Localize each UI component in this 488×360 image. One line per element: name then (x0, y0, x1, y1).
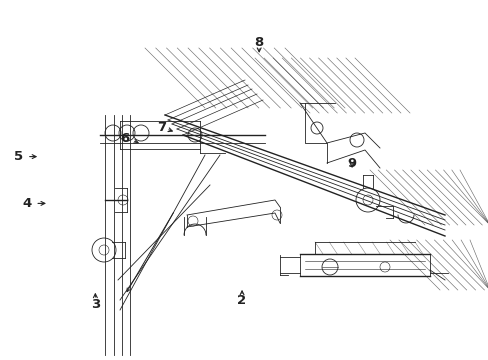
Text: 2: 2 (237, 294, 246, 307)
Text: 4: 4 (22, 197, 31, 210)
Text: 8: 8 (254, 36, 263, 49)
Text: 7: 7 (157, 121, 165, 134)
Text: 5: 5 (14, 150, 23, 163)
Text: 3: 3 (91, 298, 100, 311)
Text: 9: 9 (347, 157, 356, 170)
Text: 6: 6 (120, 132, 129, 145)
